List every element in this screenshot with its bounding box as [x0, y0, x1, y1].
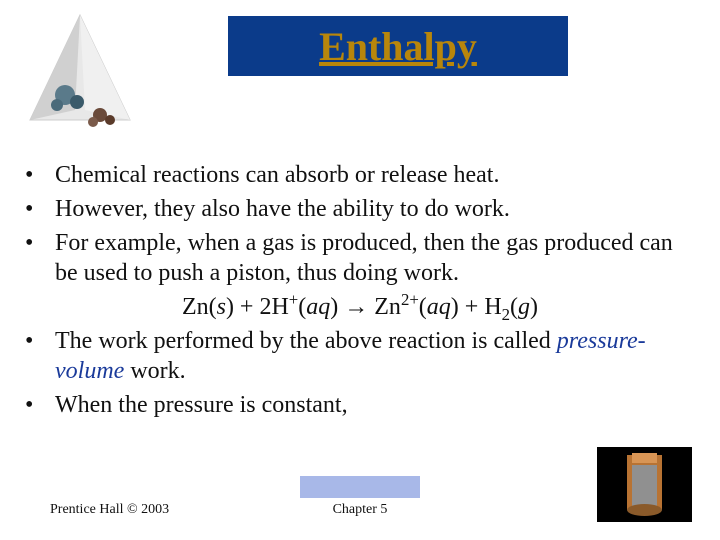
bullet-item: • When the pressure is constant,: [25, 390, 695, 420]
bullet-text: Chemical reactions can absorb or release…: [55, 160, 695, 190]
slide-title: Enthalpy: [319, 23, 477, 70]
eq-part: ): [330, 294, 344, 320]
bullet-marker: •: [25, 160, 55, 190]
eq-state: aq: [306, 294, 330, 320]
bullet-marker: •: [25, 390, 55, 420]
chemical-equation: Zn(s) + 2H+(aq) → Zn2+(aq) + H2(g): [25, 292, 695, 322]
bullet-text: The work performed by the above reaction…: [55, 326, 695, 386]
bullet-marker: •: [25, 194, 55, 224]
eq-sub: 2: [502, 305, 510, 324]
bullet-item: • The work performed by the above reacti…: [25, 326, 695, 386]
eq-arrow: →: [344, 294, 368, 320]
text-run: The work performed by the above reaction…: [55, 328, 557, 354]
eq-sup: +: [289, 290, 298, 309]
footer-copyright: Prentice Hall © 2003: [50, 502, 169, 518]
title-box: Enthalpy: [228, 16, 568, 76]
logo-image: [15, 10, 145, 130]
text-run: work.: [124, 358, 185, 384]
bullet-marker: •: [25, 228, 55, 258]
eq-part: (: [510, 294, 518, 320]
eq-part: Zn(: [182, 294, 217, 320]
bullet-marker: •: [25, 326, 55, 356]
eq-part: ): [530, 294, 538, 320]
eq-state: aq: [427, 294, 451, 320]
bullet-text: However, they also have the ability to d…: [55, 194, 695, 224]
eq-part: Zn: [368, 294, 401, 320]
content-area: • Chemical reactions can absorb or relea…: [25, 160, 695, 424]
eq-part: ) + 2H: [226, 294, 289, 320]
bullet-text: When the pressure is constant,: [55, 390, 695, 420]
footer-chapter: Chapter 5: [333, 502, 388, 518]
piston-image: [597, 447, 692, 522]
eq-sup: 2+: [401, 290, 419, 309]
bullet-item: • However, they also have the ability to…: [25, 194, 695, 224]
placeholder-box: [300, 476, 420, 498]
bullet-item: • Chemical reactions can absorb or relea…: [25, 160, 695, 190]
bullet-item: • For example, when a gas is produced, t…: [25, 228, 695, 288]
eq-state: g: [518, 294, 530, 320]
eq-part: ) + H: [451, 294, 502, 320]
bullet-text: For example, when a gas is produced, the…: [55, 228, 695, 288]
eq-part: (: [419, 294, 427, 320]
eq-state: s: [217, 294, 226, 320]
